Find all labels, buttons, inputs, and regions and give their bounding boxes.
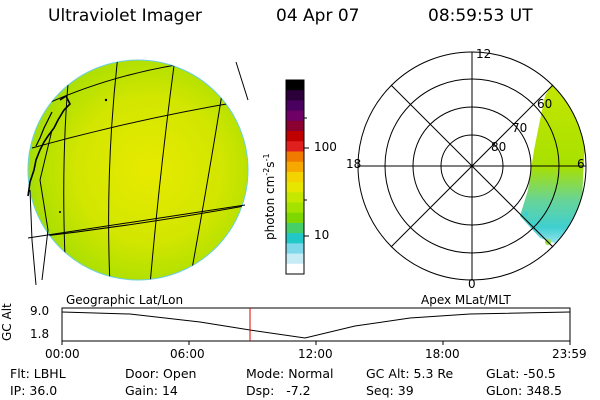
mlat-label-60: 60 (537, 97, 553, 111)
colorbar-swatch (286, 233, 304, 244)
colorbar-swatch (286, 120, 304, 132)
colorbar-swatch (286, 161, 304, 173)
mlt-label-0: 0 (468, 277, 476, 291)
observation-date: 04 Apr 07 (276, 6, 360, 26)
colorbar-swatch (286, 90, 304, 101)
timeline-x-0600: 06:00 (170, 347, 205, 361)
colorbar-swatch (286, 202, 304, 214)
altitude-curve (61, 311, 571, 339)
mode-readout: Mode: Normal (246, 366, 334, 381)
colorbar-tick-100: 100 (314, 140, 337, 154)
colorbar-tick-10: 10 (314, 228, 330, 242)
colorbar-unit-label: photon cm-2s-1 (262, 153, 277, 240)
longitude-line (189, 74, 226, 280)
colorbar-swatch (286, 243, 304, 255)
colorbar-swatch (286, 110, 304, 122)
sequence-readout: Seq: 39 (366, 383, 414, 398)
intensity-colorbar (285, 79, 305, 275)
colorbar-swatch (286, 80, 304, 91)
colorbar-swatch (286, 141, 304, 152)
colorbar-swatch (286, 151, 304, 163)
dsp-readout: Dsp: -7.2 (246, 383, 311, 398)
colorbar-swatch (286, 171, 304, 183)
colorbar-swatch (286, 192, 304, 204)
timeline-x-2359: 23:59 (552, 347, 587, 361)
uv-earth-disk (27, 59, 249, 286)
coastline (27, 94, 71, 197)
orbit-timeline (61, 307, 571, 345)
longitude-line (63, 61, 71, 280)
aurora-oval (520, 70, 585, 245)
timeline-x-1200: 12:00 (298, 347, 333, 361)
instrument-title: Ultraviolet Imager (48, 6, 202, 26)
latitude-line (28, 204, 248, 239)
observation-time: 08:59:53 UT (428, 6, 533, 26)
colorbar-swatch (286, 100, 304, 112)
ip-readout: IP: 36.0 (10, 383, 58, 398)
colorbar-swatch (286, 222, 304, 234)
mlat-label-70: 70 (512, 121, 528, 135)
geographic-caption: Geographic Lat/Lon (66, 293, 184, 307)
mlat-label-80: 80 (491, 140, 507, 154)
colorbar-swatch (286, 212, 304, 224)
timeline-y-high: 9.0 (30, 304, 50, 318)
mlt-label-18: 18 (346, 157, 362, 171)
colorbar-swatch (286, 253, 304, 265)
latitude-line (31, 99, 248, 149)
colorbar-frame (285, 79, 305, 275)
colorbar-swatch (286, 131, 304, 142)
longitude-line (108, 60, 119, 280)
apex-caption: Apex MLat/MLT (421, 293, 511, 307)
filter-readout: Flt: LBHL (10, 366, 66, 381)
glon-readout: GLon: 348.5 (486, 383, 562, 398)
gc-alt-readout: GC Alt: 5.3 Re (366, 366, 454, 381)
glat-readout: GLat: -50.5 (486, 366, 556, 381)
mlt-label-6: 6 (577, 157, 585, 171)
timeline-x-0000: 00:00 (45, 347, 80, 361)
timeline-y-low: 1.8 (30, 327, 50, 341)
mlt-label-12: 12 (476, 47, 492, 61)
longitude-line (149, 60, 176, 280)
timeline-axis-label: GC Alt (0, 303, 14, 341)
colorbar-swatch (286, 263, 304, 275)
gain-readout: Gain: 14 (125, 383, 178, 398)
door-readout: Door: Open (125, 366, 197, 381)
polar-mlt-plot (357, 51, 587, 281)
timeline-x-1800: 18:00 (425, 347, 460, 361)
colorbar-swatch (286, 182, 304, 193)
